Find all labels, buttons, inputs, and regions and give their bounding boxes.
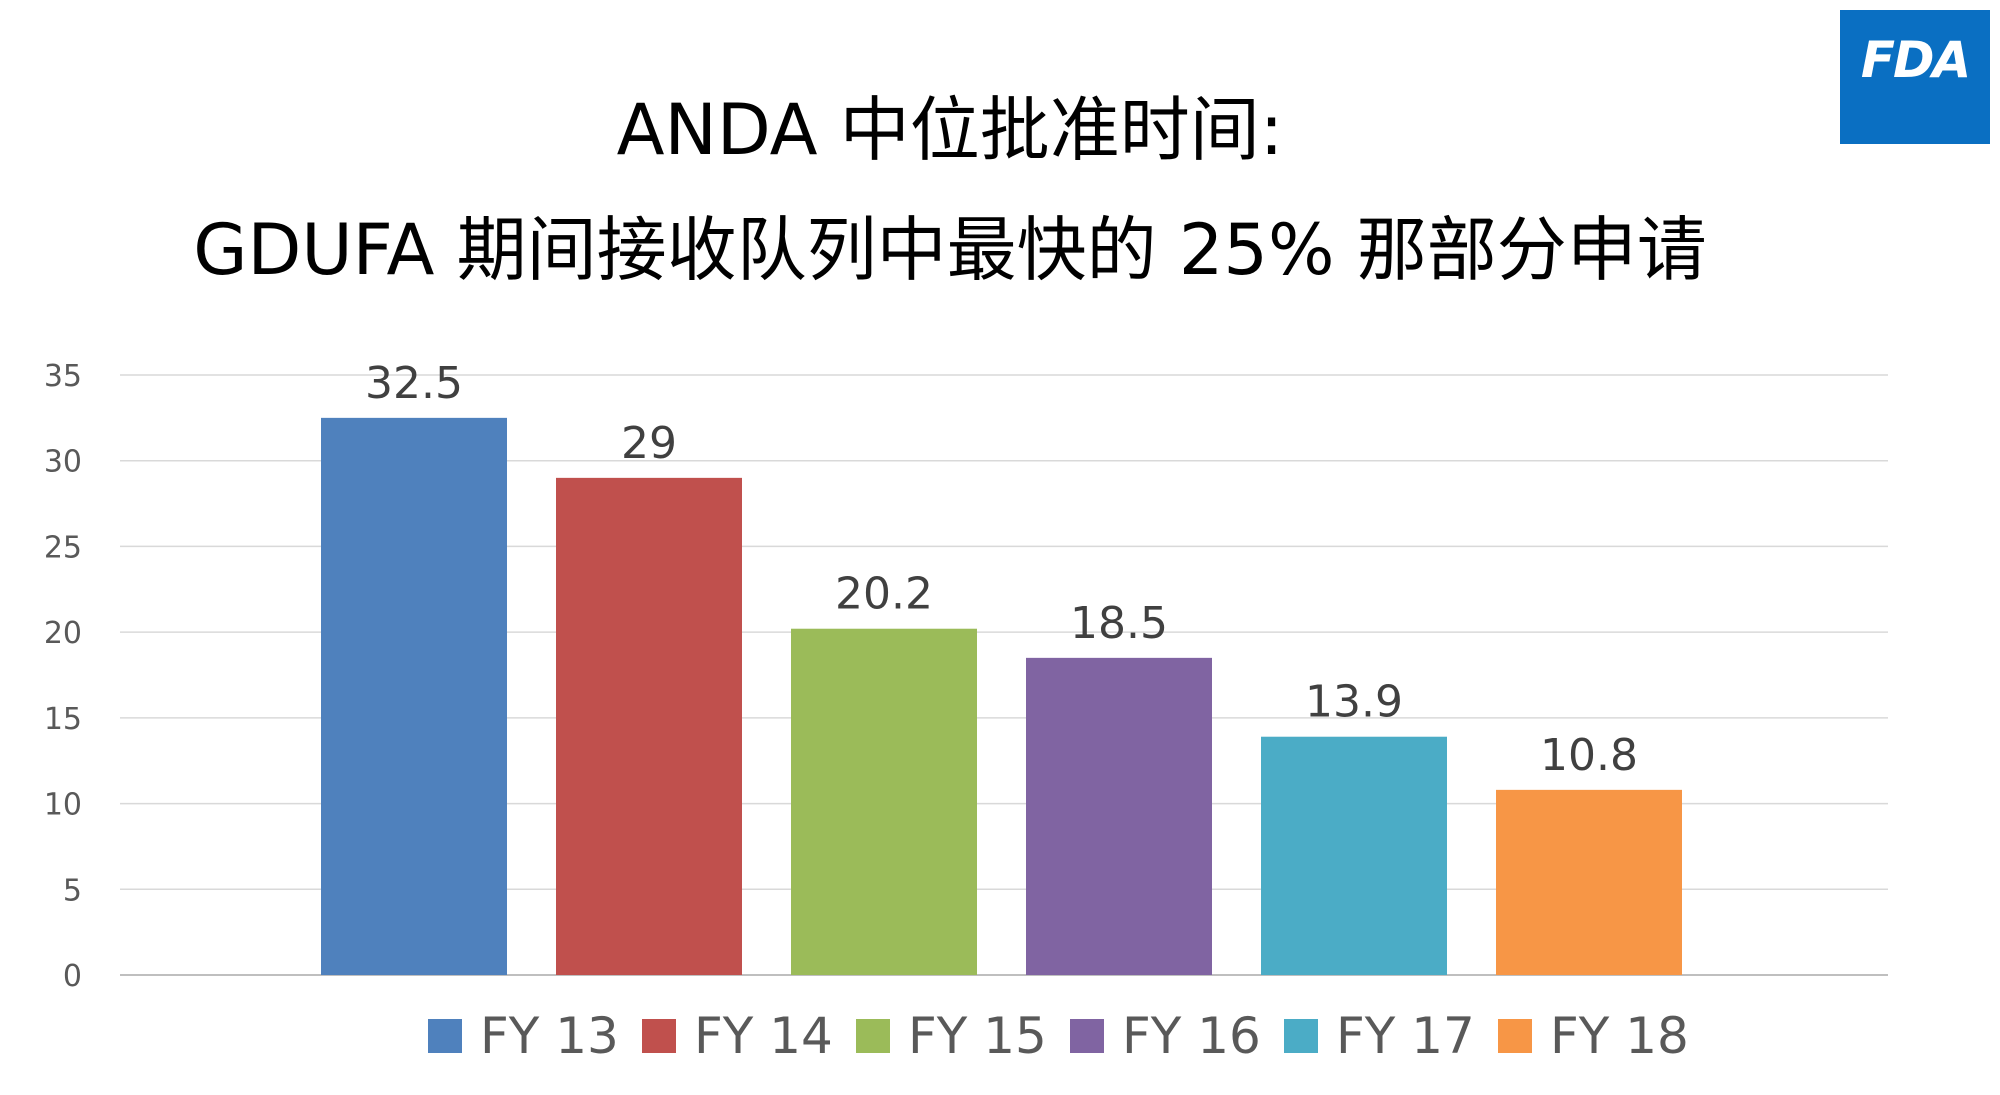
legend-label: FY 14 — [694, 1007, 833, 1065]
data-labels: 32.5 29 20.2 18.5 13.9 10.8 — [365, 358, 1638, 781]
bar-fy-18 — [1496, 789, 1682, 975]
y-tick-label: 0 — [63, 959, 82, 994]
bar-fy-14 — [556, 477, 742, 975]
data-label: 20.2 — [835, 569, 933, 620]
legend-label: FY 13 — [480, 1007, 619, 1065]
legend-label: FY 15 — [908, 1007, 1047, 1065]
legend-swatch — [642, 1019, 676, 1053]
legend-swatch — [1284, 1019, 1318, 1053]
data-label: 10.8 — [1540, 730, 1638, 781]
legend-label: FY 17 — [1336, 1007, 1475, 1065]
data-label: 32.5 — [365, 358, 463, 409]
legend: FY 13 FY 14 FY 15 FY 16 FY 17 FY 18 — [428, 1007, 1689, 1065]
data-label: 13.9 — [1305, 677, 1403, 728]
y-axis-ticks: 0 5 10 15 20 25 30 35 — [44, 359, 82, 994]
legend-swatch — [1070, 1019, 1104, 1053]
y-tick-label: 10 — [44, 788, 82, 823]
y-tick-label: 15 — [44, 702, 82, 737]
legend-swatch — [428, 1019, 462, 1053]
bars — [321, 417, 1682, 975]
y-tick-label: 35 — [44, 359, 82, 394]
data-label: 18.5 — [1070, 598, 1168, 649]
legend-swatch — [856, 1019, 890, 1053]
y-tick-label: 25 — [44, 530, 82, 565]
bar-fy-16 — [1026, 657, 1212, 975]
legend-label: FY 16 — [1122, 1007, 1261, 1065]
fda-logo: FDA — [1840, 10, 1990, 144]
legend-label: FY 18 — [1550, 1007, 1689, 1065]
data-label: 29 — [621, 418, 677, 469]
legend-swatch — [1498, 1019, 1532, 1053]
y-tick-label: 20 — [44, 616, 82, 651]
chart-title-line-2: GDUFA 期间接收队列中最快的 25% 那部分申请 — [193, 209, 1707, 291]
y-tick-label: 5 — [63, 873, 82, 908]
bar-fy-15 — [791, 628, 977, 975]
bar-fy-13 — [321, 417, 507, 975]
y-tick-label: 30 — [44, 445, 82, 480]
chart-title-line-1: ANDA 中位批准时间: — [616, 89, 1284, 171]
bar-fy-17 — [1261, 736, 1447, 975]
